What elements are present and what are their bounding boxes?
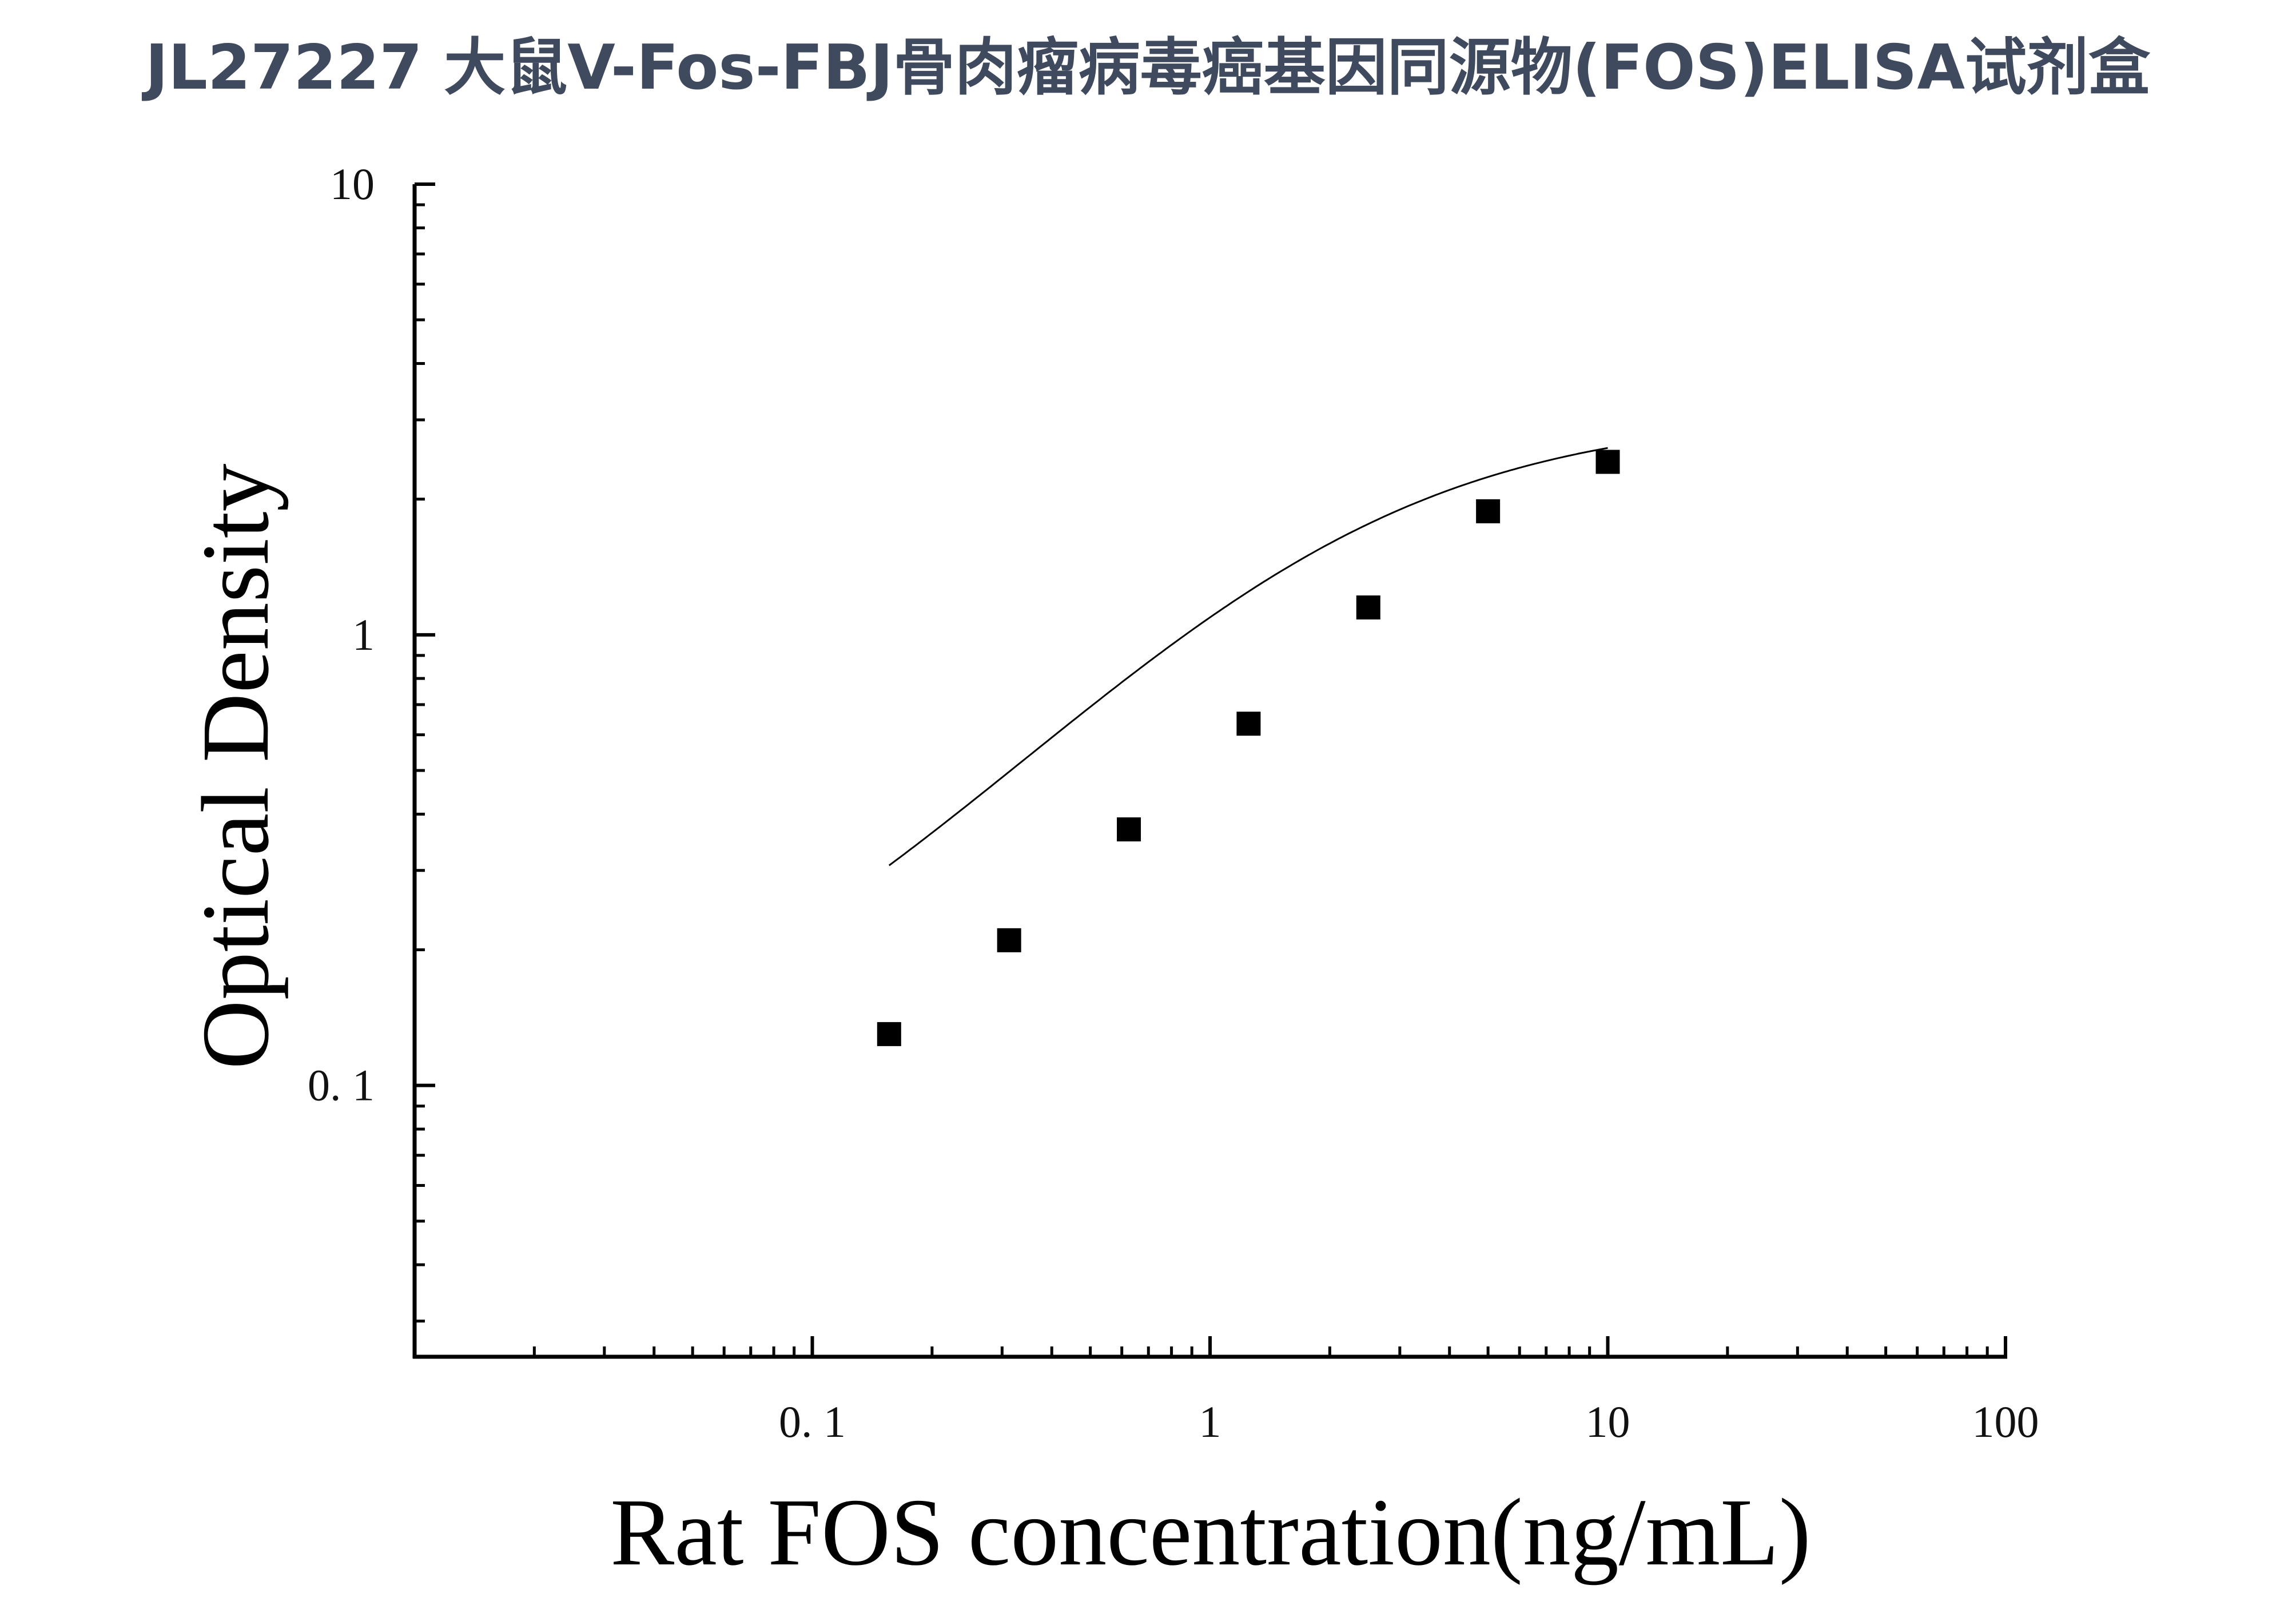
x-tick-label: 0. 1 bbox=[779, 1397, 846, 1447]
y-axis-label: Optical Density bbox=[182, 463, 289, 1069]
y-tick-label: 10 bbox=[330, 159, 375, 209]
data-point bbox=[1476, 499, 1501, 523]
x-tick-label: 1 bbox=[1199, 1397, 1221, 1447]
fit-curve bbox=[888, 447, 1608, 867]
data-points bbox=[877, 450, 1620, 1046]
major-ticks bbox=[415, 182, 2007, 1357]
data-point bbox=[877, 1022, 901, 1046]
chart-title: JL27227 大鼠V-Fos-FBJ骨肉瘤病毒癌基因同源物(FOS)ELISA… bbox=[141, 32, 2151, 104]
tick-labels: 0. 1 1 10 100 0. 1 1 10 bbox=[308, 159, 2039, 1447]
minor-ticks bbox=[415, 203, 1989, 1357]
y-tick-label: 0. 1 bbox=[308, 1060, 375, 1110]
data-point bbox=[1356, 595, 1380, 620]
data-point bbox=[1117, 817, 1141, 842]
y-tick-label: 1 bbox=[352, 610, 375, 660]
data-point bbox=[1236, 712, 1261, 736]
x-axis-label: Rat FOS concentration(ng/mL) bbox=[610, 1479, 1811, 1586]
plot-frame bbox=[412, 184, 2007, 1359]
data-point bbox=[997, 928, 1021, 952]
x-tick-label: 100 bbox=[1972, 1397, 2039, 1447]
x-tick-label: 10 bbox=[1586, 1397, 1630, 1447]
data-point bbox=[1595, 450, 1620, 474]
